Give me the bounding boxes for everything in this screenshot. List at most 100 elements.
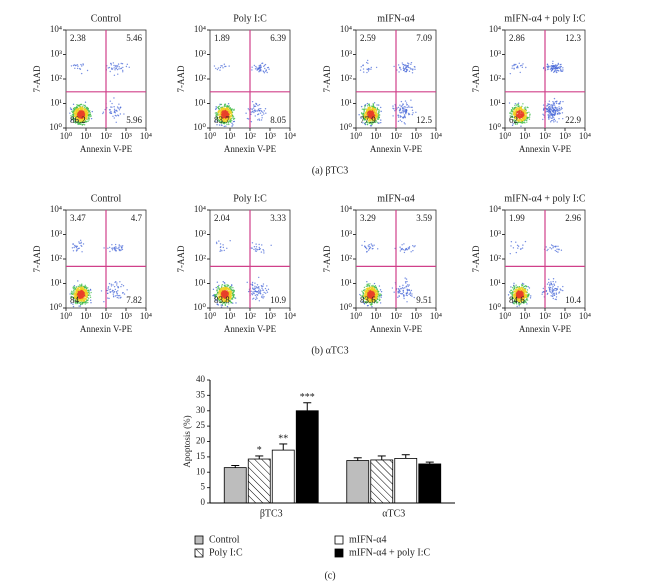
event-dot: [227, 285, 229, 287]
event-dot: [224, 289, 226, 292]
event-dot: [82, 106, 84, 108]
event-dot: [377, 104, 380, 106]
event-dot: [366, 292, 368, 294]
event-dot: [254, 109, 256, 111]
event-dot: [77, 107, 79, 109]
event-dot: [80, 303, 82, 306]
event-dot: [76, 104, 78, 106]
event-dot: [115, 64, 117, 67]
event-dot: [78, 116, 80, 119]
event-dot: [553, 114, 556, 116]
plot-title: Control: [91, 13, 122, 24]
event-dot: [78, 242, 81, 244]
event-dot: [377, 122, 379, 124]
event-dot: [87, 109, 90, 112]
event-dot: [370, 289, 373, 291]
event-dot: [266, 71, 268, 74]
x-tick-label: 10³: [264, 131, 276, 141]
event-dot: [557, 103, 560, 105]
event-dot: [251, 69, 253, 71]
event-dot: [218, 291, 220, 293]
event-dot: [402, 67, 405, 70]
event-dot: [513, 63, 515, 66]
event-dot: [117, 63, 120, 65]
event-dot: [227, 103, 230, 105]
event-dot: [110, 62, 112, 65]
event-dot: [113, 97, 115, 99]
event-dot: [373, 244, 375, 246]
event-dot: [229, 298, 232, 300]
event-dot: [367, 249, 370, 251]
event-dot: [259, 291, 261, 293]
event-dot: [226, 290, 228, 292]
event-dot: [371, 305, 373, 308]
event-dot: [559, 100, 562, 103]
event-dot: [230, 288, 232, 291]
event-dot: [86, 293, 89, 295]
event-dot: [400, 100, 403, 103]
event-dot: [263, 296, 265, 298]
event-dot: [118, 245, 120, 247]
event-dot: [82, 293, 85, 295]
event-dot: [223, 125, 226, 128]
event-dot: [254, 110, 256, 113]
event-dot: [122, 69, 124, 72]
event-dot: [86, 120, 88, 123]
event-dot: [72, 287, 75, 290]
event-dot: [374, 106, 377, 109]
plot-title: mIFN-α4: [377, 193, 414, 204]
event-dot: [362, 71, 365, 73]
event-dot: [406, 106, 408, 109]
event-dot: [89, 296, 92, 299]
event-dot: [88, 119, 90, 121]
event-dot: [109, 288, 112, 290]
event-dot: [222, 291, 225, 293]
event-dot: [113, 64, 115, 67]
event-dot: [362, 68, 365, 70]
event-dot: [368, 105, 371, 107]
x-tick-label: 10³: [559, 131, 571, 141]
event-dot: [260, 109, 262, 112]
event-dot: [508, 102, 511, 104]
event-dot: [75, 122, 77, 124]
event-dot: [372, 247, 374, 250]
event-dot: [548, 100, 551, 102]
event-dot: [256, 67, 258, 69]
event-dot: [262, 248, 264, 251]
event-dot: [405, 248, 407, 251]
x-tick-label: 10¹: [224, 131, 236, 141]
event-dot: [380, 296, 382, 298]
event-dot: [560, 63, 562, 66]
event-dot: [367, 283, 369, 285]
quadrant-percent: 5.96: [126, 115, 142, 125]
event-dot: [69, 112, 71, 114]
event-dot: [550, 108, 553, 110]
event-dot: [115, 67, 118, 69]
x-tick-label: 10⁰: [60, 311, 73, 321]
event-dot: [368, 285, 371, 287]
event-dot: [522, 117, 525, 119]
event-dot: [77, 290, 80, 293]
event-dot: [368, 112, 370, 114]
event-dot: [108, 246, 111, 249]
event-dot: [261, 62, 263, 65]
event-dot: [373, 102, 376, 104]
quadrant-percent: 10.9: [270, 295, 286, 305]
event-dot: [377, 292, 379, 294]
event-dot: [376, 108, 379, 111]
event-dot: [404, 108, 406, 110]
event-dot: [370, 243, 372, 245]
event-dot: [222, 67, 224, 69]
event-dot: [79, 107, 81, 109]
event-dot: [559, 109, 561, 112]
event-dot: [85, 292, 87, 295]
event-dot: [90, 291, 92, 294]
event-dot: [107, 286, 110, 288]
event-dot: [76, 117, 79, 119]
event-dot: [220, 65, 222, 67]
event-dot: [223, 107, 225, 110]
event-dot: [397, 64, 400, 66]
event-dot: [118, 103, 120, 105]
event-dot: [368, 109, 370, 111]
